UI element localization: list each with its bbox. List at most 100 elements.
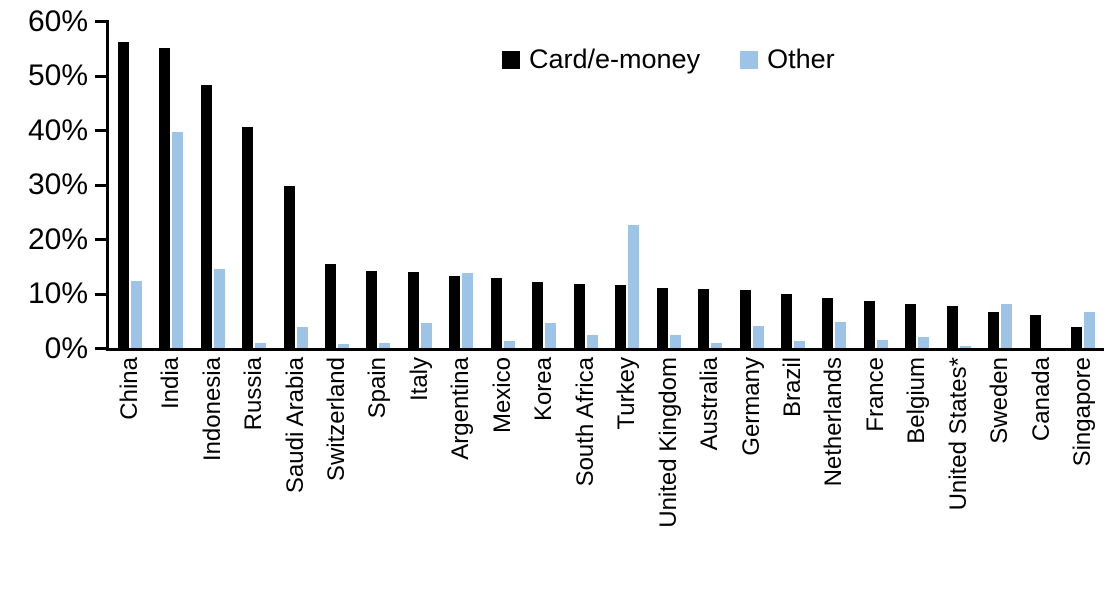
x-axis-label: Singapore (1069, 357, 1097, 467)
bar-card-e-money (780, 294, 792, 348)
bar-card-e-money (573, 284, 585, 348)
bar-other (1001, 304, 1013, 348)
x-axis-label: Argentina (447, 357, 475, 460)
other-swatch-icon (740, 50, 759, 69)
y-axis-tick (95, 183, 108, 187)
bar-other (793, 341, 805, 348)
bar-card-e-money (698, 289, 710, 348)
bar-other (586, 334, 598, 348)
x-axis-label: Korea (530, 357, 558, 422)
bar-other (752, 326, 764, 348)
category-group (233, 21, 274, 348)
x-axis-label: Australia (696, 357, 724, 451)
bar-card-e-money (407, 271, 419, 348)
category-group (689, 21, 730, 348)
plot-area (109, 21, 1104, 348)
bar-other (503, 340, 515, 348)
category-group (524, 21, 565, 348)
x-axis-label: China (115, 357, 143, 420)
x-axis-label-cell: China (109, 357, 150, 587)
bar-card-e-money (1029, 315, 1041, 348)
x-axis-label-cell: Belgium (897, 357, 938, 587)
category-group (441, 21, 482, 348)
bar-card-e-money (532, 281, 544, 348)
category-group (814, 21, 855, 348)
y-axis-tick (95, 238, 108, 241)
y-axis-tick (95, 74, 108, 78)
x-axis-label-cell: Argentina (441, 357, 482, 587)
bar-other (959, 346, 971, 348)
bar-other (337, 344, 349, 348)
bar-other (835, 321, 847, 348)
bar-card-e-money (117, 41, 129, 348)
x-axis-label: Italy (405, 357, 433, 402)
x-axis-label: Russia (240, 357, 268, 431)
category-group (316, 21, 357, 348)
y-axis-tick (95, 129, 108, 132)
x-axis-label: Saudi Arabia (281, 357, 309, 494)
bar-other (296, 327, 308, 348)
y-axis-label: 10% (27, 277, 88, 310)
bar-other (172, 131, 184, 348)
x-axis-label-cell: United States* (938, 357, 979, 587)
y-axis-tick (95, 347, 108, 350)
x-axis-label-cell: Russia (233, 357, 274, 587)
bar-card-e-money (863, 301, 875, 348)
x-axis-label-cell: United Kingdom (648, 357, 689, 587)
x-axis-label: Belgium (903, 357, 931, 444)
category-group (772, 21, 813, 348)
bar-other (255, 343, 267, 348)
category-group (1062, 21, 1103, 348)
bar-other (130, 280, 142, 348)
legend-label-card-e-money: Card/e-money (529, 44, 701, 74)
bar-card-e-money (1071, 327, 1083, 348)
x-axis-label-cell: France (855, 357, 896, 587)
category-group (399, 21, 440, 348)
y-axis-label: 30% (27, 168, 88, 201)
x-axis-line (106, 348, 1104, 351)
x-axis-labels: China India Indonesia Russia Saudi Arabia Swi… (109, 357, 1104, 587)
x-axis-label-cell: Mexico (482, 357, 523, 587)
x-axis-label: Canada (1027, 357, 1055, 442)
bar-card-e-money (905, 303, 917, 348)
bar-card-e-money (490, 277, 502, 348)
y-axis-label: 60% (27, 4, 88, 38)
x-axis-label-cell: South Africa (565, 357, 606, 587)
category-group (482, 21, 523, 348)
x-axis-label-cell: Spain (358, 357, 399, 587)
y-axis-label: 20% (27, 222, 88, 256)
bar-other (420, 322, 432, 348)
category-group (1021, 21, 1062, 348)
y-axis-label: 50% (27, 59, 88, 92)
bar-other (669, 335, 681, 348)
x-axis-label-cell: Brazil (772, 357, 813, 587)
bar-other (379, 342, 391, 348)
category-group (731, 21, 772, 348)
x-axis-label: Netherlands (820, 357, 848, 487)
y-axis-tick (95, 292, 108, 296)
bar-card-e-money (988, 312, 1000, 348)
category-group (192, 21, 233, 348)
x-axis-label: France (861, 357, 889, 432)
category-group (897, 21, 938, 348)
category-group (606, 21, 647, 348)
bar-other (628, 225, 640, 348)
bar-other (876, 339, 888, 348)
x-axis-label-cell: Australia (689, 357, 730, 587)
x-axis-label: Mexico (488, 357, 516, 434)
x-axis-label: India (157, 357, 185, 410)
bar-card-e-money (615, 284, 627, 348)
bar-other (462, 273, 474, 348)
category-group (938, 21, 979, 348)
bar-card-e-money (159, 48, 171, 348)
category-group (565, 21, 606, 348)
x-axis-label: Brazil (778, 357, 806, 418)
x-axis-label: United States* (944, 357, 972, 511)
bar-other (1084, 312, 1096, 348)
x-axis-label-cell: Singapore (1062, 357, 1103, 587)
bar-card-e-money (449, 275, 461, 348)
x-axis-label: Indonesia (198, 357, 226, 462)
bar-other (918, 336, 930, 348)
x-axis-label: Sweden (986, 357, 1014, 444)
